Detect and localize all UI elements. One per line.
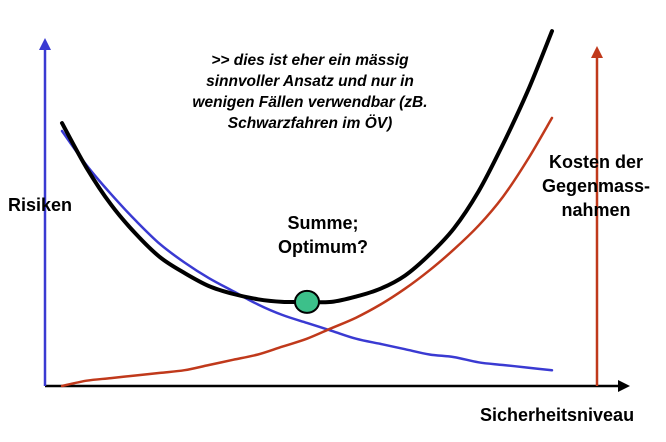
sum-label: Summe; Optimum? bbox=[278, 213, 368, 257]
x-axis-label: Sicherheitsniveau bbox=[480, 405, 635, 425]
series-line-costs bbox=[60, 116, 554, 388]
risks-label: Risiken bbox=[8, 195, 73, 215]
costs-label: Kosten der Gegenmass- nahmen bbox=[541, 152, 651, 220]
axes bbox=[39, 38, 630, 392]
annotation-note: >> dies ist eher ein mässig sinnvoller A… bbox=[192, 52, 428, 132]
right-axis-arrow bbox=[591, 46, 603, 58]
optimum-marker bbox=[294, 289, 320, 314]
left-axis-arrow bbox=[39, 38, 51, 50]
x-axis-arrow bbox=[618, 380, 630, 392]
series-line-risks bbox=[60, 129, 554, 372]
marker-layer bbox=[294, 289, 320, 314]
